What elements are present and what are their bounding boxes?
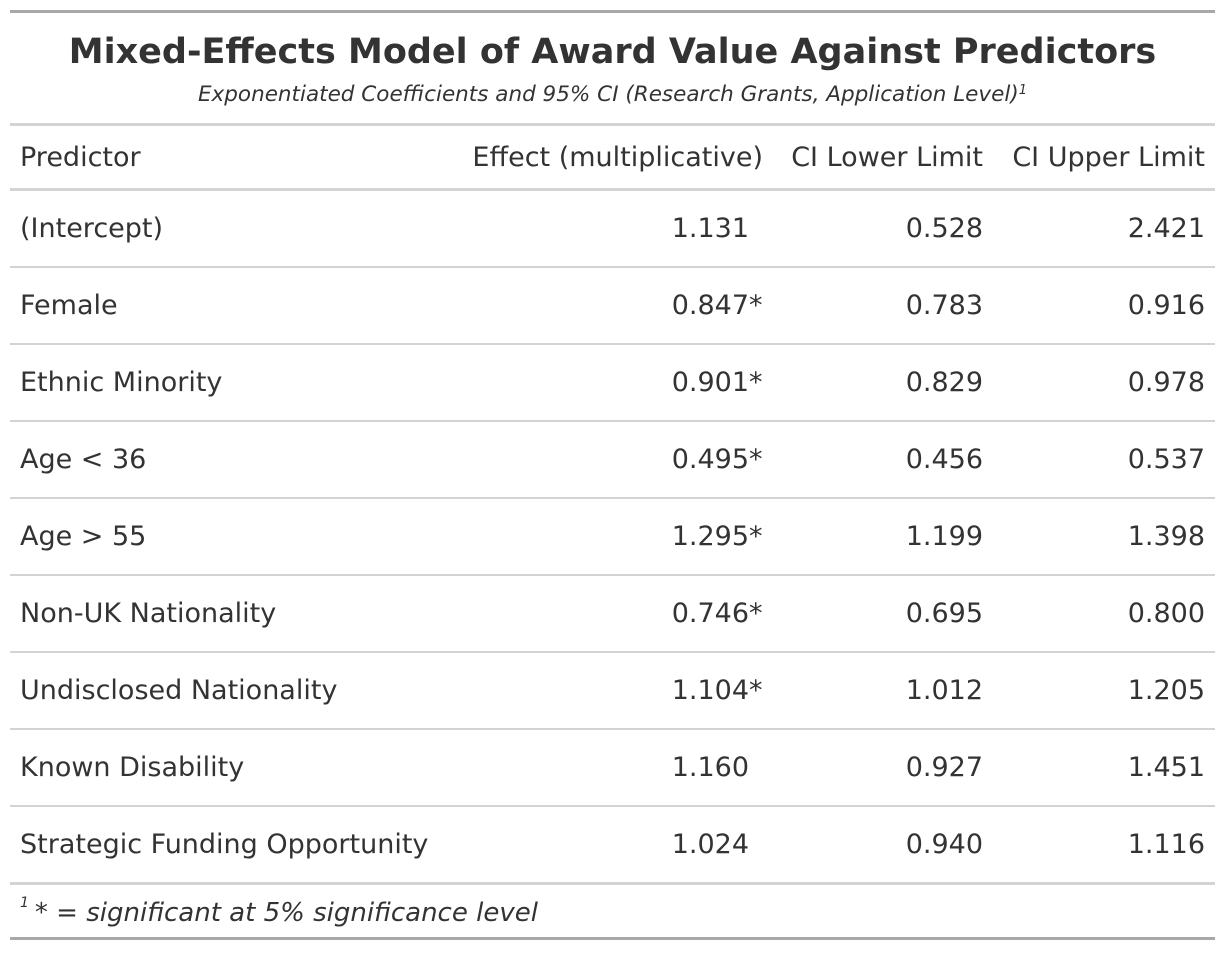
- column-header-ci-upper: CI Upper Limit: [1012, 141, 1205, 173]
- effect-cell: 1.104*: [440, 652, 773, 730]
- table-footnote: 1 * = significant at 5% significance leve…: [10, 885, 1215, 940]
- ci-lower-cell: 0.829: [773, 344, 993, 422]
- ci-upper-cell: 1.205: [993, 652, 1215, 730]
- table-row: Age < 36 0.495* 0.456 0.537: [10, 421, 1215, 499]
- ci-lower-cell: 1.199: [773, 498, 993, 576]
- predictor-cell: Age < 36: [10, 421, 440, 499]
- ci-lower-cell: 0.456: [773, 421, 993, 499]
- effect-cell: 1.024: [440, 806, 773, 885]
- table-row: Undisclosed Nationality 1.104* 1.012 1.2…: [10, 652, 1215, 730]
- significance-mark: *: [749, 290, 763, 321]
- table-body: (Intercept) 1.131 0.528 2.421 Female 0.8…: [10, 189, 1215, 885]
- ci-upper-cell: 0.916: [993, 267, 1215, 345]
- ci-lower-cell: 0.695: [773, 575, 993, 653]
- ci-upper-cell: 1.398: [993, 498, 1215, 576]
- table-row: Known Disability 1.160 0.927 1.451: [10, 729, 1215, 807]
- effect-value: 1.131: [671, 213, 749, 244]
- ci-lower-cell: 1.012: [773, 652, 993, 730]
- predictor-cell: Non-UK Nationality: [10, 575, 440, 653]
- footnote-text: * = significant at 5% significance level: [34, 898, 538, 928]
- effect-value: 1.024: [671, 829, 749, 860]
- subtitle-footnote-mark: 1: [1018, 83, 1028, 98]
- table-row: Age > 55 1.295* 1.199 1.398: [10, 498, 1215, 576]
- predictor-cell: Female: [10, 267, 440, 345]
- ci-lower-cell: 0.528: [773, 189, 993, 268]
- table-row: Ethnic Minority 0.901* 0.829 0.978: [10, 344, 1215, 422]
- effect-value: 0.495: [671, 444, 749, 475]
- effect-cell: 1.295*: [440, 498, 773, 576]
- table-subtitle: Exponentiated Coefficients and 95% CI (R…: [10, 72, 1215, 109]
- ci-upper-cell: 1.451: [993, 729, 1215, 807]
- significance-mark: *: [749, 444, 763, 475]
- predictor-cell: Undisclosed Nationality: [10, 652, 440, 730]
- predictor-cell: (Intercept): [10, 189, 440, 268]
- effect-value: 1.160: [671, 752, 749, 783]
- significance-mark: *: [749, 521, 763, 552]
- column-header-effect: Effect (multiplicative): [472, 141, 763, 173]
- table-row: Strategic Funding Opportunity 1.024 0.94…: [10, 806, 1215, 885]
- significance-mark: *: [749, 367, 763, 398]
- table-row: Non-UK Nationality 0.746* 0.695 0.800: [10, 575, 1215, 653]
- effect-cell: 0.746*: [440, 575, 773, 653]
- ci-upper-cell: 1.116: [993, 806, 1215, 885]
- footnote-mark: 1: [20, 895, 29, 911]
- table-row: (Intercept) 1.131 0.528 2.421: [10, 189, 1215, 268]
- top-rule: [10, 10, 1215, 13]
- effect-value: 1.104: [671, 675, 749, 706]
- table-title: Mixed-Effects Model of Award Value Again…: [68, 32, 1157, 72]
- ci-upper-cell: 0.800: [993, 575, 1215, 653]
- effect-cell: 1.160: [440, 729, 773, 807]
- ci-lower-cell: 0.940: [773, 806, 993, 885]
- effect-cell: 0.495*: [440, 421, 773, 499]
- results-table: Predictor Effect (multiplicative) CI Low…: [10, 123, 1215, 885]
- predictor-cell: Known Disability: [10, 729, 440, 807]
- predictor-cell: Ethnic Minority: [10, 344, 440, 422]
- effect-cell: 0.901*: [440, 344, 773, 422]
- predictor-cell: Strategic Funding Opportunity: [10, 806, 440, 885]
- predictor-cell: Age > 55: [10, 498, 440, 576]
- ci-upper-cell: 2.421: [993, 189, 1215, 268]
- significance-mark: *: [749, 675, 763, 706]
- results-table-container: Mixed-Effects Model of Award Value Again…: [10, 10, 1215, 940]
- ci-lower-cell: 0.927: [773, 729, 993, 807]
- effect-cell: 0.847*: [440, 267, 773, 345]
- significance-mark: *: [749, 598, 763, 629]
- table-header-row: Predictor Effect (multiplicative) CI Low…: [10, 124, 1215, 190]
- effect-value: 0.847: [671, 290, 749, 321]
- table-row: Female 0.847* 0.783 0.916: [10, 267, 1215, 345]
- ci-upper-cell: 0.978: [993, 344, 1215, 422]
- ci-lower-cell: 0.783: [773, 267, 993, 345]
- column-header-predictor: Predictor: [20, 141, 141, 173]
- effect-value: 0.901: [671, 367, 749, 398]
- ci-upper-cell: 0.537: [993, 421, 1215, 499]
- subtitle-text: Exponentiated Coefficients and 95% CI (R…: [197, 82, 1019, 107]
- effect-cell: 1.131: [440, 189, 773, 268]
- column-header-ci-lower: CI Lower Limit: [791, 141, 983, 173]
- effect-value: 1.295: [671, 521, 749, 552]
- effect-value: 0.746: [671, 598, 749, 629]
